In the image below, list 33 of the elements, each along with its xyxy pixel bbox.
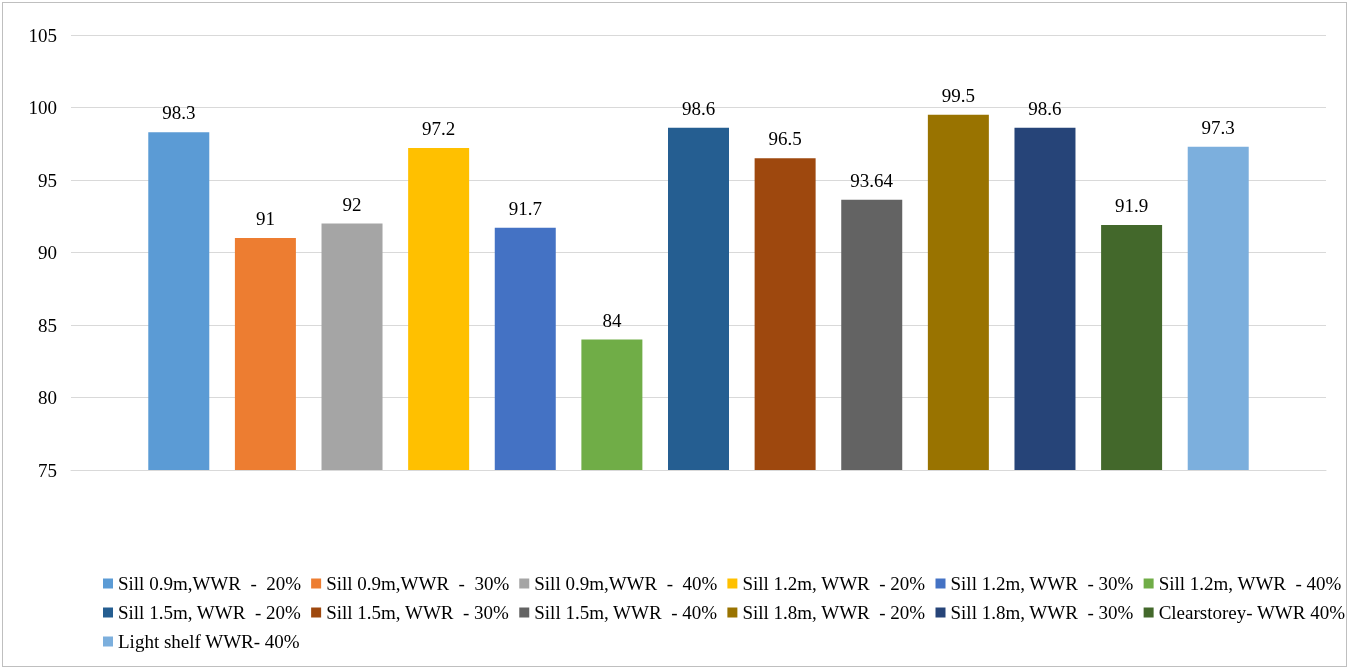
legend-label: Sill 0.9m,WWR - 20% xyxy=(118,573,302,594)
data-label: 91.9 xyxy=(1114,194,1149,216)
data-label: 99.5 xyxy=(941,84,975,106)
legend-label: Sill 1.8m, WWR - 30% xyxy=(950,602,1134,623)
data-label: 98.6 xyxy=(1028,97,1062,119)
legend-label: Sill 1.2m, WWR - 40% xyxy=(1158,573,1342,594)
data-label: 98.6 xyxy=(681,97,716,119)
data-label: 97.2 xyxy=(422,118,456,140)
y-tick-label: 105 xyxy=(28,24,57,46)
legend-label: Sill 1.5m, WWR - 20% xyxy=(118,602,301,623)
data-label: 93.64 xyxy=(850,169,894,191)
legend-label: Sill 1.2m, WWR - 30% xyxy=(950,573,1134,594)
legend-label: Sill 1.5m, WWR - 40% xyxy=(534,602,718,623)
legend-label: Sill 1.8m, WWR - 20% xyxy=(742,602,926,623)
y-tick-label: 100 xyxy=(28,97,57,118)
y-tick-label: 95 xyxy=(38,169,57,191)
y-tick-label: 90 xyxy=(38,242,57,263)
legend-label: Clearstorey- WWR 40% xyxy=(1158,602,1346,623)
y-tick-label: 80 xyxy=(38,387,57,408)
legend-label: Light shelf WWR- 40% xyxy=(118,631,300,652)
legend-label: Sill 1.5m, WWR - 30% xyxy=(326,602,510,623)
legend-label: Sill 1.2m, WWR - 20% xyxy=(742,573,926,594)
y-tick-label: 75 xyxy=(38,459,57,481)
data-label: 91.7 xyxy=(508,197,542,219)
data-label: 91 xyxy=(255,208,275,229)
data-label: 96.5 xyxy=(768,128,802,150)
legend-label: Sill 0.9m,WWR - 30% xyxy=(326,573,510,594)
data-label: 84 xyxy=(602,309,622,331)
legend-label: Sill 0.9m,WWR - 40% xyxy=(534,573,718,594)
y-tick-label: 85 xyxy=(38,314,57,336)
data-label: 92 xyxy=(342,193,362,215)
data-label: 97.3 xyxy=(1201,116,1235,138)
data-label: 98.3 xyxy=(162,102,196,124)
